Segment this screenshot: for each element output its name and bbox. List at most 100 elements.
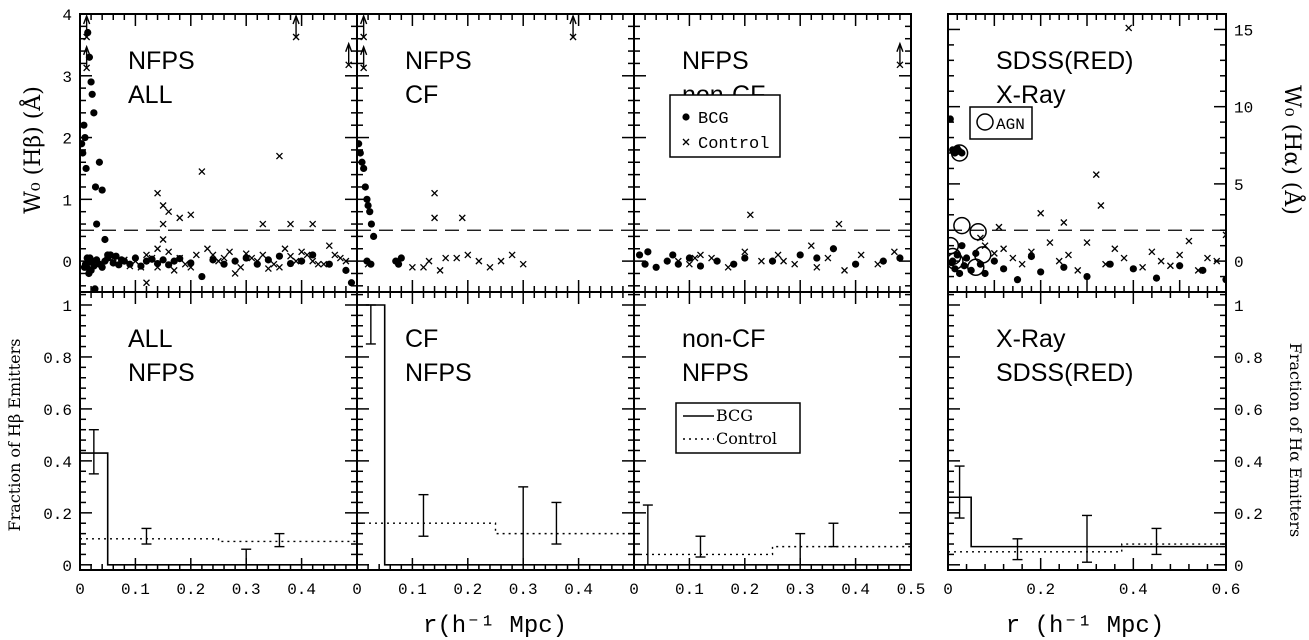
- panel-frame: [947, 291, 1227, 571]
- bcg-fraction-line: [80, 452, 357, 566]
- agn-circle: [969, 223, 987, 241]
- legend-box: [675, 402, 801, 454]
- control-point: [890, 248, 898, 256]
- legend-bcg-marker: [682, 113, 690, 121]
- bcg-point: [109, 259, 117, 267]
- upper-limit-arrow: [345, 41, 353, 69]
- legend-agn-label: AGN: [996, 116, 1025, 134]
- bcg-point: [83, 254, 91, 262]
- x-tick-label: 0.3: [509, 581, 538, 599]
- bcg-point: [1176, 262, 1184, 270]
- control-point: [1120, 254, 1128, 262]
- bcg-point: [209, 256, 217, 264]
- control-point: [176, 254, 184, 262]
- bcg-point: [955, 269, 964, 278]
- bcg-point: [962, 254, 971, 262]
- bcg-point: [98, 186, 106, 194]
- control-point: [226, 248, 234, 256]
- bcg-point: [298, 257, 306, 265]
- agn-circle: [967, 258, 985, 277]
- bcg-point: [80, 121, 88, 129]
- control-point: [314, 260, 322, 268]
- error-bar: [795, 532, 806, 566]
- control-point: [724, 263, 732, 271]
- bcg-point: [264, 256, 272, 264]
- control-fraction-line: [634, 545, 911, 556]
- y-tick-label: 0.2: [43, 506, 72, 524]
- panel-nfps-all-frac: 0 0.1 0.2 0.3 0.4 0 0.2 0.4 0.6 0.8 1 ALL NFPS: [43, 291, 358, 599]
- control-point: [1222, 231, 1226, 239]
- bcg-point: [1222, 276, 1226, 284]
- panel-label: NFPS: [405, 47, 472, 75]
- x-tick-label: 0: [75, 581, 85, 599]
- bcg-point: [309, 251, 317, 259]
- error-bar: [274, 532, 285, 548]
- bcg-point: [948, 115, 954, 123]
- bcg-point: [1129, 265, 1137, 273]
- x-tick-label: 0.1: [675, 581, 704, 599]
- y-tick-label: 1: [1234, 298, 1244, 316]
- control-point: [292, 257, 300, 265]
- control-point: [697, 251, 704, 259]
- panel-label: ALL: [128, 81, 173, 109]
- control-point: [857, 251, 865, 259]
- bcg-point: [663, 257, 671, 265]
- control-point: [275, 263, 283, 271]
- x-tick-label: 0.4: [564, 581, 593, 599]
- control-point: [708, 254, 716, 262]
- y-tick-label: 0: [62, 558, 72, 576]
- control-point: [220, 254, 228, 262]
- y-tick-label: 0: [62, 254, 72, 272]
- error-bar: [88, 429, 99, 475]
- control-point: [1185, 237, 1193, 245]
- control-point: [1139, 263, 1147, 271]
- y-tick-label: 3: [62, 69, 72, 87]
- y-tick-label: 0.6: [1234, 402, 1263, 420]
- bcg-point: [696, 262, 705, 270]
- x-tick-label: 0.2: [176, 581, 205, 599]
- error-bar: [954, 465, 965, 519]
- upper-limit-arrow: [569, 14, 577, 41]
- legend-box: [669, 94, 781, 158]
- bcg-point: [90, 109, 98, 117]
- y-tick-label: 0.2: [1234, 506, 1263, 524]
- y-tick-label: 1: [62, 298, 72, 316]
- control-point: [1204, 254, 1211, 262]
- x-tick-label: 0: [943, 581, 953, 599]
- x-tick-label: 0: [352, 581, 362, 599]
- control-point: [425, 257, 433, 265]
- x-tick-label: 0.4: [287, 581, 316, 599]
- control-point: [691, 254, 699, 262]
- y-tick-label: 0.4: [43, 454, 72, 472]
- control-point: [109, 254, 117, 262]
- bcg-fraction-line: [357, 304, 634, 566]
- panel-label: non-CF: [682, 325, 765, 353]
- error-bar: [642, 504, 653, 566]
- bcg-point: [1199, 266, 1207, 274]
- bcg-point: [669, 251, 677, 259]
- error-bar: [1012, 538, 1023, 561]
- bcg-point: [813, 254, 821, 262]
- scatter-legend: BCG Control: [669, 94, 781, 158]
- bcg-point: [644, 248, 652, 256]
- control-point: [791, 260, 799, 268]
- bcg-point: [1060, 263, 1068, 271]
- panel-nfps-cf-frac: 0 0.1 0.2 0.3 0.4 CF NFPS: [352, 291, 635, 599]
- error-bar: [1151, 527, 1162, 556]
- panel-label: ALL: [128, 325, 173, 353]
- agn-circle: [953, 216, 971, 235]
- y-axis-label-bottom-left: Fraction of Hβ Emitters: [5, 339, 24, 532]
- control-point: [1102, 260, 1109, 268]
- panel-label: NFPS: [405, 359, 472, 387]
- control-point: [519, 260, 527, 268]
- control-point: [259, 220, 267, 228]
- control-point: [807, 242, 815, 250]
- y-tick-label: 15: [1234, 22, 1253, 40]
- control-point: [165, 248, 173, 256]
- bcg-point: [366, 208, 374, 216]
- panel-sdss-xray-ew: 0 5 10 15 SDSS(RED) X-Ray: [947, 13, 1253, 293]
- x-tick-label: 0: [629, 581, 639, 599]
- upper-limit-arrow: [82, 44, 91, 72]
- control-point: [746, 211, 754, 219]
- control-point: [203, 245, 211, 253]
